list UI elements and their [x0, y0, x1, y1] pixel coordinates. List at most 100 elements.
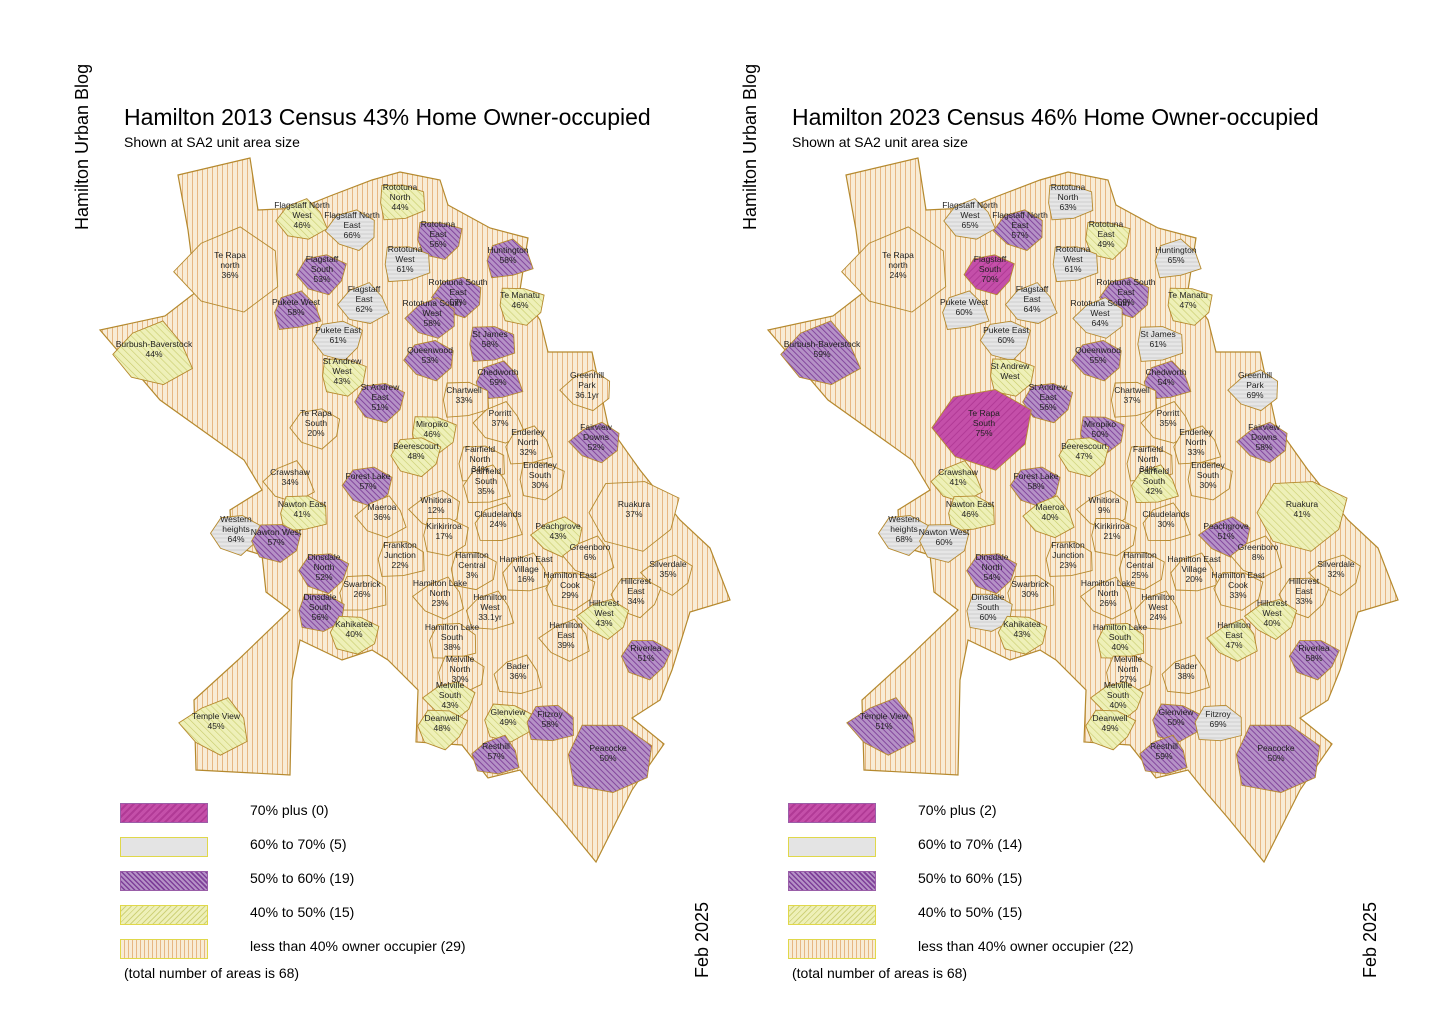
legend-swatch: [788, 905, 876, 925]
map-panel-2023: Hamilton Urban Blog Hamilton 2023 Census…: [668, 0, 1399, 1029]
area-label: Swarbrick 30%: [1011, 579, 1049, 599]
sa2-area: [1167, 287, 1213, 326]
area-label: Flagstaff North East 57%: [992, 210, 1048, 240]
area-label: Silverdale 32%: [1317, 559, 1355, 579]
area-label: Melville South 43%: [436, 680, 465, 710]
sa2-area: [412, 576, 465, 620]
legend-item: 40% to 50% (15): [120, 902, 680, 936]
area-label: Forest Lake 58%: [1014, 471, 1059, 491]
area-label: Rototuna East 56%: [421, 219, 456, 249]
sa2-area: [919, 524, 970, 563]
legend: 70% plus (2) 60% to 70% (14) 50% to 60% …: [788, 800, 1348, 970]
area-label: Hamilton Lake South 38%: [425, 622, 480, 652]
legend-item: less than 40% owner occupier (22): [788, 936, 1348, 970]
map-title: Hamilton 2013 Census 43% Home Owner-occu…: [124, 104, 651, 130]
area-label: Rototuna South West 64%: [1070, 298, 1129, 328]
area-label: Hamilton Central 25%: [1123, 550, 1157, 580]
area-label: Crawshaw 41%: [938, 467, 979, 487]
legend-swatch: [120, 939, 208, 959]
area-label: Hamilton Lake North 26%: [1081, 578, 1136, 608]
sa2-area: [339, 575, 387, 611]
choropleth-map: Rototuna North 63%Flagstaff North West 65%Fl…: [766, 157, 1399, 864]
area-label: Hamilton East Village 20%: [1168, 554, 1222, 584]
sa2-area: [1048, 184, 1094, 221]
sa2-area: [588, 481, 680, 552]
sa2-area: [295, 254, 347, 296]
sa2-area: [442, 381, 490, 418]
map-panel-2013: Hamilton Urban Blog Hamilton 2013 Census…: [72, 64, 731, 981]
area-label: Hamilton Lake South 40%: [1093, 622, 1148, 652]
area-label: Chedworth 59%: [477, 367, 518, 387]
legend-swatch: [120, 905, 208, 925]
sa2-area: [463, 464, 511, 504]
sa2-area: [251, 524, 302, 563]
map-subtitle: Shown at SA2 unit area size: [124, 134, 300, 150]
area-label: Te Rapa South 20%: [300, 408, 332, 438]
area-label: Queenwood 55%: [1075, 345, 1121, 365]
sa2-area: [505, 425, 554, 465]
map-title: Hamilton 2023 Census 46% Home Owner-occu…: [792, 104, 1319, 130]
area-label: Flagstaff East 62%: [348, 284, 381, 314]
sa2-area: [1137, 326, 1184, 362]
sa2-area: [178, 697, 248, 756]
area-label: Hamilton East Cook 29%: [544, 570, 598, 600]
area-label: Enderley North 32%: [511, 427, 545, 457]
legend-label: 70% plus (0): [250, 802, 329, 818]
sa2-area: [475, 360, 524, 400]
area-label: Peacocke 50%: [1257, 743, 1295, 763]
area-label: Fairfield North 34%: [465, 444, 496, 474]
area-label: Fairfield South 35%: [471, 466, 502, 496]
sa2-area: [403, 340, 454, 382]
area-label: Hillcrest East 34%: [621, 576, 652, 606]
legend-swatch: [788, 939, 876, 959]
sa2-area: [966, 553, 1018, 595]
area-label: Rototuna North 44%: [383, 182, 418, 212]
legend-item: 70% plus (2): [788, 800, 1348, 834]
area-label: Frankton Junction 22%: [383, 540, 417, 570]
legend-label: 50% to 60% (15): [918, 870, 1023, 886]
legend-label: 70% plus (2): [918, 802, 997, 818]
sa2-area: [1256, 481, 1348, 552]
area-label: Greenhill Park 36.1yr: [570, 370, 604, 400]
area-label: Peacocke 50%: [589, 743, 627, 763]
area-label: Western heights 64%: [220, 514, 252, 544]
area-label: Te Rapa South 75%: [968, 408, 1000, 438]
area-label: Kahikatea 43%: [1003, 619, 1041, 639]
sa2-area: [209, 515, 261, 557]
area-label: Fairview Downs 58%: [1248, 422, 1281, 452]
area-label: Riverlea 58%: [1298, 643, 1329, 663]
area-label: Rototuna West 61%: [1056, 244, 1091, 274]
area-label: Temple View 45%: [192, 711, 241, 731]
area-label: Porritt 35%: [1157, 408, 1180, 428]
area-label: Huntington 58%: [487, 245, 528, 265]
sa2-area: [311, 320, 364, 362]
area-label: Frankton Junction 23%: [1051, 540, 1085, 570]
area-label: Hamilton West 33.1yr: [473, 592, 507, 622]
sa2-area: [275, 198, 328, 240]
area-label: Flagstaff North West 46%: [274, 200, 330, 230]
sa2-area: [1091, 517, 1137, 557]
area-label: Porritt 37%: [489, 408, 512, 428]
legend: 70% plus (0) 60% to 70% (5) 50% to 60% (…: [120, 800, 680, 970]
sa2-area: [1022, 495, 1075, 539]
sa2-area: [354, 383, 406, 424]
sa2-area: [1139, 734, 1188, 775]
sa2-area: [526, 704, 574, 742]
area-label: Maeroa 40%: [1036, 502, 1065, 522]
sa2-area: [298, 553, 350, 595]
legend-swatch: [120, 871, 208, 891]
area-label: Flagstaff North East 66%: [324, 210, 380, 240]
area-label: Hillcrest East 33%: [1289, 576, 1320, 606]
area-label: Fairfield South 42%: [1139, 466, 1170, 496]
area-label: Rototuna South West 58%: [402, 298, 461, 328]
area-label: Hamilton East Cook 33%: [1212, 570, 1266, 600]
area-label: Kirikiriroa 17%: [426, 521, 462, 541]
sa2-area: [329, 615, 380, 655]
sa2-area: [390, 437, 442, 478]
area-label: Enderley North 33%: [1179, 427, 1213, 457]
total-areas-note: (total number of areas is 68): [792, 965, 968, 981]
legend-item: 70% plus (0): [120, 800, 680, 834]
legend-swatch: [788, 871, 876, 891]
area-label: Chedworth 54%: [1145, 367, 1186, 387]
sa2-area: [942, 290, 990, 330]
